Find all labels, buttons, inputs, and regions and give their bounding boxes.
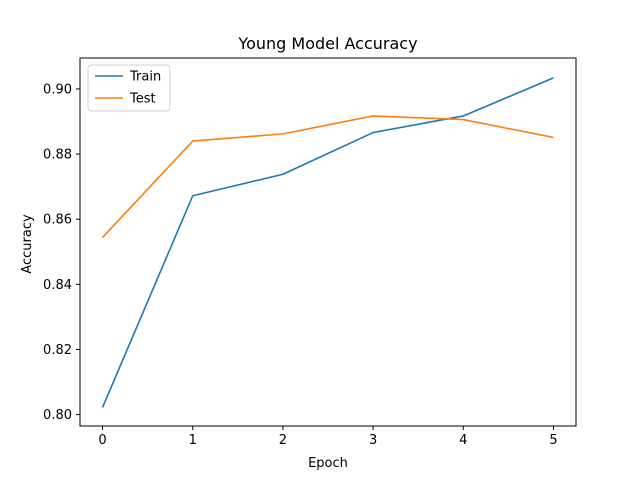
x-tick-label: 3 xyxy=(369,433,377,448)
x-tick-label: 1 xyxy=(189,433,197,448)
series-layer xyxy=(101,77,554,408)
chart-title: Young Model Accuracy xyxy=(237,34,417,53)
x-axis-label: Epoch xyxy=(308,456,348,471)
legend: Train Test xyxy=(87,64,171,112)
y-tick-label: 0.86 xyxy=(43,213,72,228)
series-line-train xyxy=(101,77,554,408)
x-tick-label: 2 xyxy=(279,433,287,448)
y-tick-label: 0.82 xyxy=(43,343,72,358)
y-tick-label: 0.90 xyxy=(43,82,72,97)
y-axis-label: Accuracy xyxy=(20,214,35,274)
axes-frame xyxy=(79,57,577,427)
plot-area xyxy=(79,57,577,427)
y-axis-ticks: 0.80 0.82 0.84 0.86 0.88 0.90 xyxy=(43,82,80,423)
y-tick-label: 0.84 xyxy=(43,278,72,293)
x-axis-ticks: 0 1 2 3 4 5 xyxy=(98,426,558,448)
y-tick-label: 0.80 xyxy=(43,408,72,423)
series-line-test xyxy=(101,115,554,238)
legend-label-test: Test xyxy=(129,92,156,107)
legend-label-train: Train xyxy=(129,70,161,85)
x-tick-label: 5 xyxy=(549,433,557,448)
x-tick-label: 4 xyxy=(459,433,467,448)
y-tick-label: 0.88 xyxy=(43,148,72,163)
x-tick-label: 0 xyxy=(98,433,106,448)
